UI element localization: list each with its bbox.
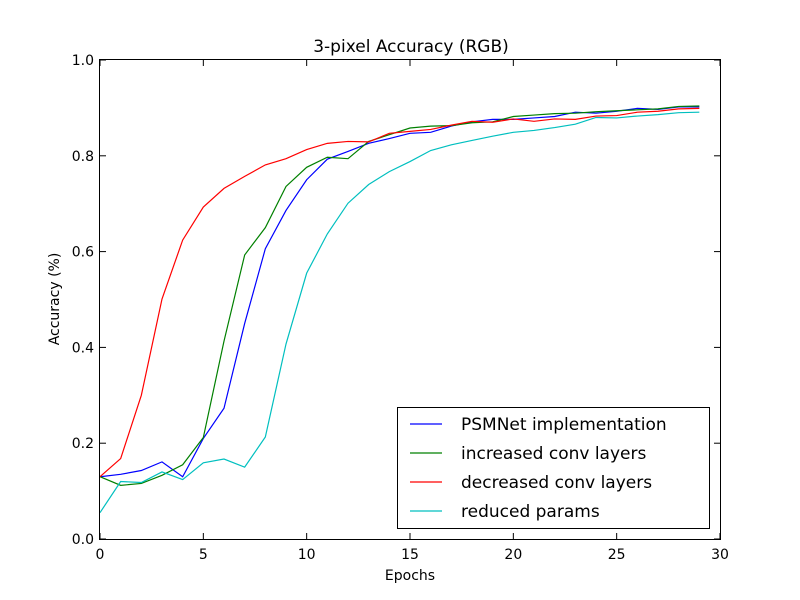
series-line-2 [99, 105, 700, 486]
chart-title: 3-pixel Accuracy (RGB) [313, 37, 509, 57]
legend-label-2: increased conv layers [461, 444, 646, 464]
x-tick-label: 30 [711, 547, 729, 563]
y-tick-label: 0.6 [72, 245, 94, 261]
legend-label-4: reduced params [461, 502, 600, 522]
x-axis-label: Epochs [385, 568, 435, 584]
x-tick-label: 0 [96, 547, 105, 563]
series-line-1 [99, 106, 700, 478]
x-tick-label: 15 [401, 547, 419, 563]
x-tick-label: 20 [504, 547, 522, 563]
y-tick-label: 0.8 [72, 149, 94, 165]
series-line-4 [99, 111, 700, 513]
x-tick-label: 5 [199, 547, 208, 563]
y-tick-label: 0.2 [72, 436, 94, 452]
legend-label-3: decreased conv layers [461, 473, 652, 493]
series-layer [99, 105, 700, 513]
x-tick-label: 10 [298, 547, 316, 563]
ticks-layer: 0 5 10 15 20 25 30 0.0 0.2 0.4 0.6 0.8 1.0 [72, 53, 729, 563]
legend-label-1: PSMNet implementation [461, 415, 667, 435]
series-line-3 [99, 107, 700, 478]
legend-box [397, 407, 710, 529]
x-tick-label: 25 [608, 547, 626, 563]
y-axis-label: Accuracy (%) [47, 253, 63, 346]
legend: PSMNet implementation increased conv laye… [397, 407, 710, 529]
y-tick-label: 0.4 [72, 340, 94, 356]
plot-frame [99, 59, 721, 540]
y-tick-label: 0.0 [72, 532, 94, 548]
y-tick-label: 1.0 [72, 53, 94, 69]
